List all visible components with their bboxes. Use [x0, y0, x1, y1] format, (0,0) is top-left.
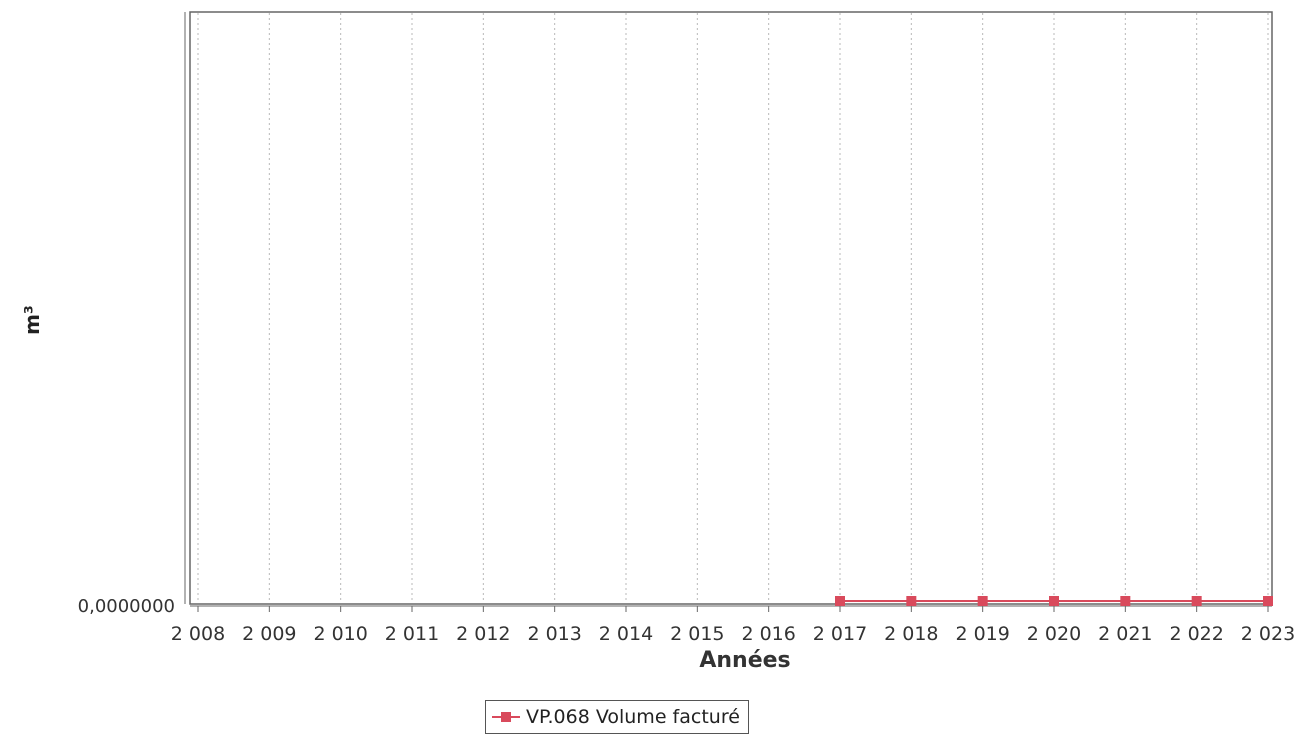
- data-point-0-9: [835, 596, 845, 606]
- x-axis-label: Années: [699, 648, 791, 673]
- x-tick-label-4: 2 012: [456, 623, 510, 645]
- x-tick-label-14: 2 022: [1169, 623, 1223, 645]
- series-group: [835, 596, 1273, 606]
- x-tick-label-10: 2 018: [884, 623, 938, 645]
- x-tick-label-9: 2 017: [813, 623, 867, 645]
- data-point-0-11: [977, 596, 988, 606]
- x-tick-label-6: 2 014: [599, 623, 653, 645]
- grid-lines: [197, 13, 1269, 603]
- x-tick-labels: 2 008 2 009 2 010 2 011 2 012 2 013 2 014 2 015…: [171, 606, 1295, 645]
- y-tick-label: 0,0000000: [77, 596, 175, 617]
- x-tick-label-12: 2 020: [1027, 623, 1081, 645]
- x-tick-label-2: 2 010: [313, 623, 367, 645]
- data-point-0-15: [1263, 596, 1273, 606]
- legend-label: VP.068 Volume facturé: [526, 706, 740, 728]
- data-point-0-10: [906, 596, 917, 606]
- x-tick-label-0: 2 008: [171, 623, 225, 645]
- data-point-0-12: [1049, 596, 1059, 606]
- x-tick-label-8: 2 016: [741, 623, 795, 645]
- x-tick-label-7: 2 015: [670, 623, 724, 645]
- x-tick-label-11: 2 019: [955, 623, 1009, 645]
- x-tick-label-1: 2 009: [242, 623, 296, 645]
- x-tick-label-3: 2 011: [385, 623, 439, 645]
- x-tick-label-5: 2 013: [527, 623, 581, 645]
- legend: VP.068 Volume facturé: [485, 700, 749, 734]
- y-axis-label: m³: [20, 305, 44, 335]
- x-tick-label-13: 2 021: [1098, 623, 1152, 645]
- data-point-0-14: [1191, 596, 1202, 606]
- data-point-0-13: [1120, 596, 1131, 606]
- x-tick-label-15: 2 023: [1241, 623, 1295, 645]
- plot-area: [189, 11, 1273, 605]
- legend-marker-icon: [492, 710, 520, 724]
